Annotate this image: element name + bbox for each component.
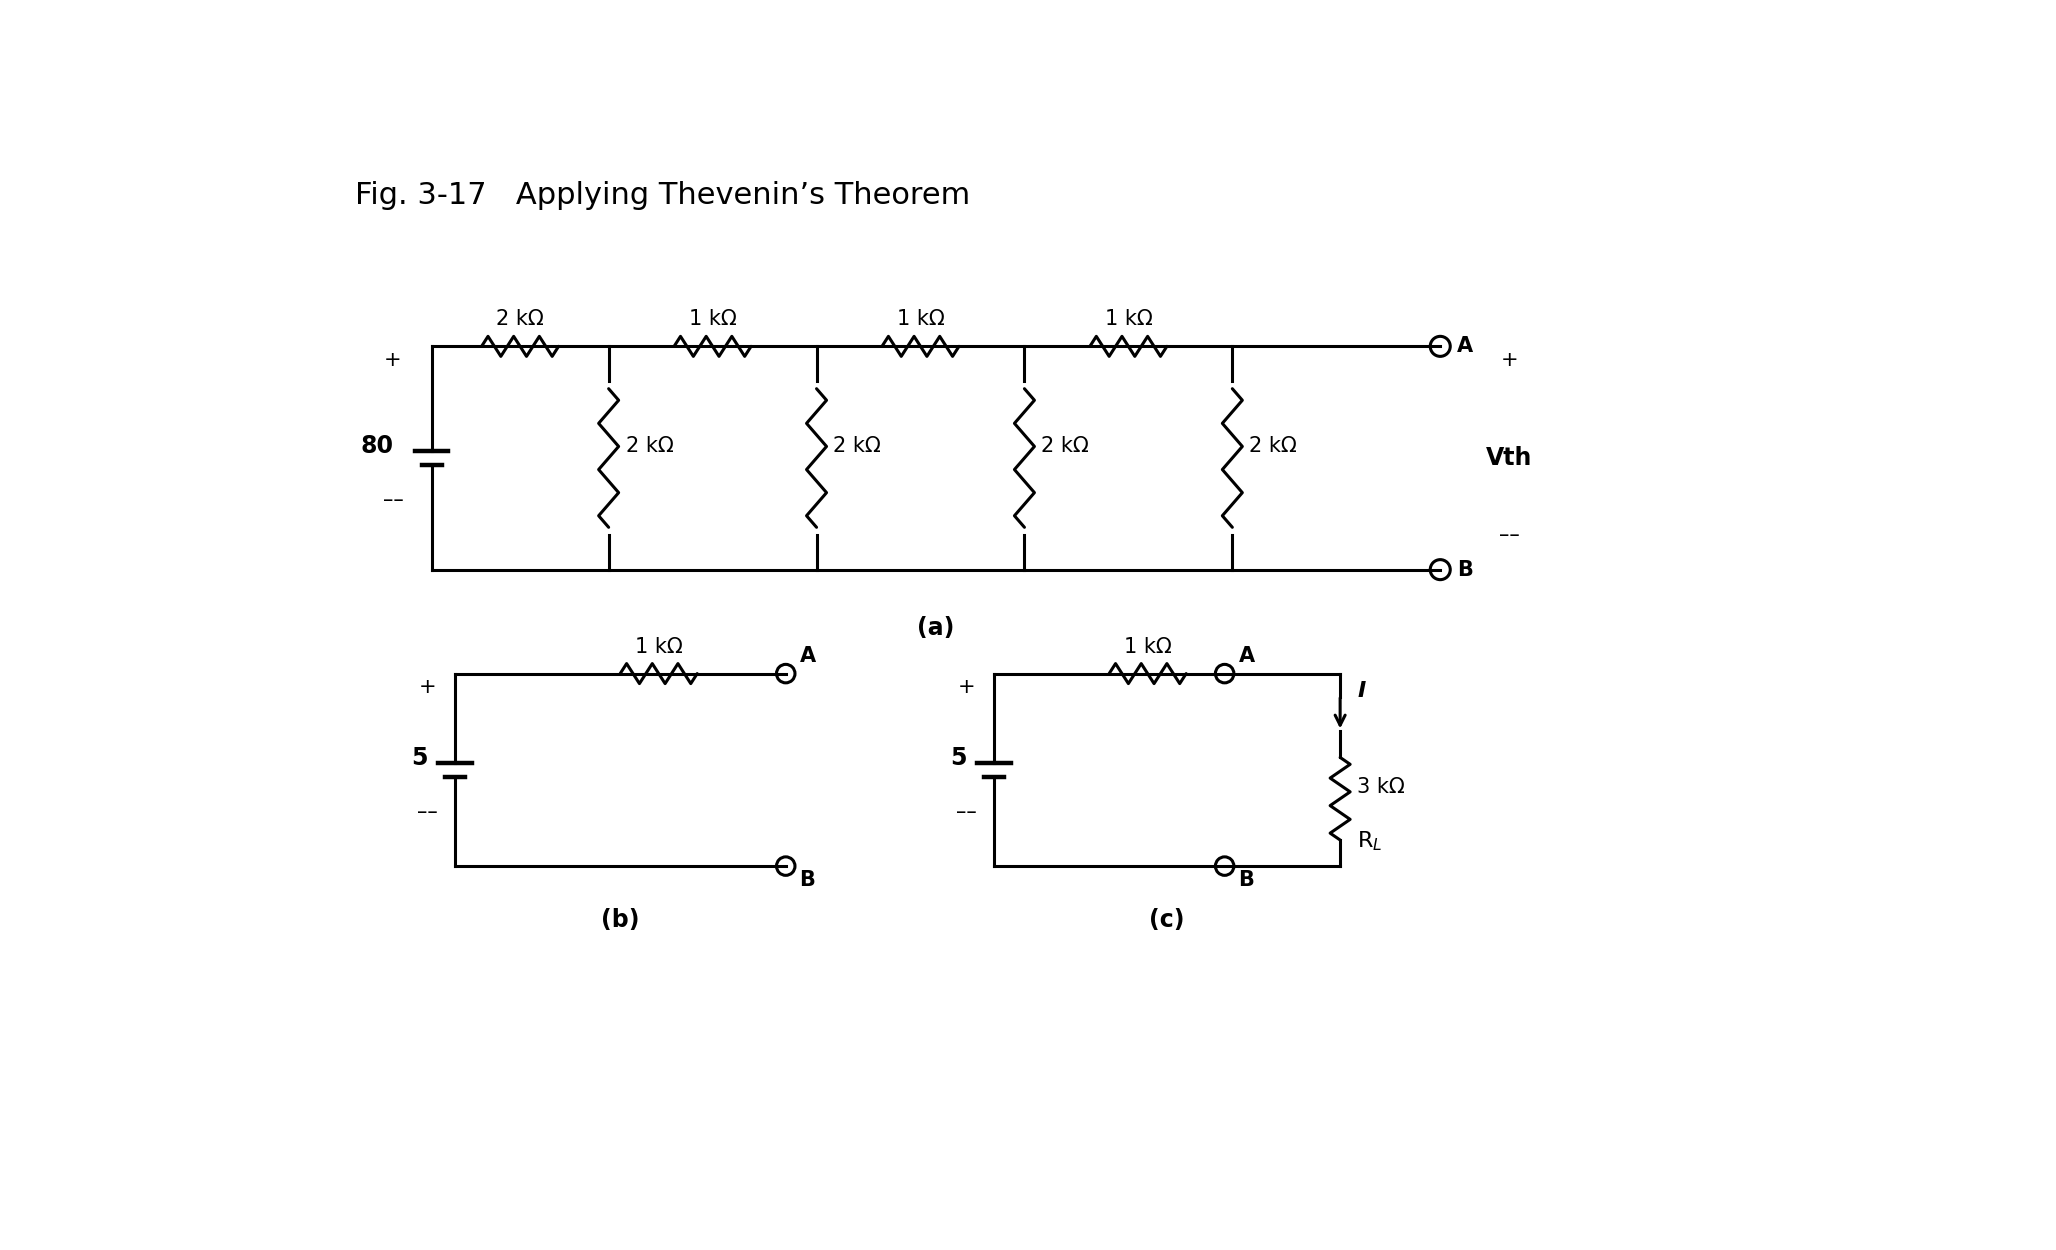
Text: ––: –– xyxy=(417,802,438,822)
Text: +: + xyxy=(419,678,436,698)
Text: 2 kΩ: 2 kΩ xyxy=(1042,436,1090,456)
Text: 1 kΩ: 1 kΩ xyxy=(689,310,736,330)
Text: 1 kΩ: 1 kΩ xyxy=(1104,310,1151,330)
Text: 2 kΩ: 2 kΩ xyxy=(495,310,545,330)
Text: (c): (c) xyxy=(1149,909,1184,932)
Text: 2 kΩ: 2 kΩ xyxy=(833,436,882,456)
Text: 5: 5 xyxy=(950,746,966,770)
Text: B: B xyxy=(800,870,816,890)
Text: 5: 5 xyxy=(411,746,428,770)
Text: B: B xyxy=(1238,870,1254,890)
Text: A: A xyxy=(1458,336,1474,356)
Text: R$_L$: R$_L$ xyxy=(1357,829,1382,852)
Text: 1 kΩ: 1 kΩ xyxy=(1125,636,1172,656)
Text: +: + xyxy=(1501,350,1517,370)
Text: 1 kΩ: 1 kΩ xyxy=(896,310,944,330)
Text: 1 kΩ: 1 kΩ xyxy=(635,636,683,656)
Text: ––: –– xyxy=(956,802,977,822)
Text: +: + xyxy=(958,678,975,698)
Text: A: A xyxy=(1238,646,1254,666)
Text: ––: –– xyxy=(1499,525,1519,545)
Text: I: I xyxy=(1357,681,1365,701)
Text: 2 kΩ: 2 kΩ xyxy=(625,436,672,456)
Text: Fig. 3-17   Applying Thevenin’s Theorem: Fig. 3-17 Applying Thevenin’s Theorem xyxy=(354,181,970,210)
Text: 3 kΩ: 3 kΩ xyxy=(1357,778,1404,798)
Text: +: + xyxy=(384,350,401,370)
Text: 2 kΩ: 2 kΩ xyxy=(1250,436,1297,456)
Text: A: A xyxy=(800,646,816,666)
Text: (a): (a) xyxy=(917,616,954,640)
Text: ––: –– xyxy=(382,490,403,510)
Text: 80: 80 xyxy=(360,435,393,459)
Text: Vth: Vth xyxy=(1486,446,1532,470)
Text: B: B xyxy=(1458,560,1472,580)
Text: (b): (b) xyxy=(600,909,639,932)
